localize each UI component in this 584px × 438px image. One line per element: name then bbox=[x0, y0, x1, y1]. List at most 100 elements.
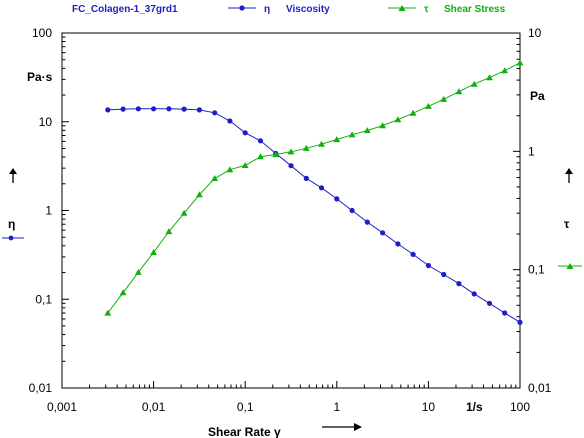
y-left-tick-label: 0,01 bbox=[29, 381, 53, 395]
viscosity-point bbox=[502, 310, 508, 316]
viscosity-point bbox=[105, 107, 111, 113]
x-tick-label: 10 bbox=[422, 400, 436, 414]
x-tick-label: 1 bbox=[333, 400, 340, 414]
shear-stress-point bbox=[425, 102, 432, 109]
y-right-axis-indicator: τ bbox=[558, 168, 582, 269]
viscosity-point bbox=[227, 118, 233, 124]
y-left-series-marker bbox=[8, 235, 14, 241]
shear-stress-point bbox=[363, 127, 371, 134]
y-left-tick-label: 10 bbox=[39, 115, 53, 129]
viscosity-point bbox=[166, 106, 172, 112]
x-tick-label: 100 bbox=[510, 400, 530, 414]
x-axis-label: Shear Rate γ bbox=[208, 425, 281, 438]
legend-stress-symbol: τ bbox=[424, 4, 429, 15]
viscosity-point bbox=[181, 106, 187, 112]
viscosity-line bbox=[107, 108, 521, 323]
viscosity-point bbox=[471, 291, 477, 297]
viscosity-point bbox=[242, 130, 248, 136]
shear-stress-line bbox=[107, 62, 521, 314]
shear-stress-point bbox=[241, 162, 249, 168]
viscosity-point bbox=[517, 319, 523, 325]
x-axis-ticks: 0,001 0,01 0,1 1 10 100 bbox=[47, 381, 530, 414]
shear-stress-point bbox=[211, 175, 219, 181]
y-left-tick-label: 100 bbox=[32, 26, 52, 40]
legend-sample-name: FC_Colagen-1_37grd1 bbox=[72, 4, 178, 15]
viscosity-point bbox=[151, 106, 157, 112]
y-right-axis-symbol: τ bbox=[564, 217, 570, 231]
viscosity-point bbox=[364, 219, 370, 225]
series-viscosity bbox=[105, 106, 523, 325]
shear-stress-point bbox=[302, 144, 310, 151]
series-shear-stress bbox=[104, 59, 524, 316]
legend-viscosity-symbol: η bbox=[264, 4, 270, 15]
shear-stress-point bbox=[119, 289, 127, 296]
legend-viscosity-marker bbox=[239, 5, 245, 11]
y-right-series-marker bbox=[566, 263, 574, 269]
shear-stress-point bbox=[180, 209, 188, 216]
y-left-tick-label: 0,1 bbox=[35, 292, 52, 306]
legend-stress: τ Shear Stress bbox=[388, 4, 506, 15]
viscosity-point bbox=[318, 185, 325, 191]
y-right-tick-label: 1 bbox=[528, 144, 535, 158]
y-left-axis-ticks: 0,01 0,1 1 10 100 bbox=[29, 26, 69, 395]
legend: FC_Colagen-1_37grd1 η Viscosity τ Shear … bbox=[72, 4, 506, 15]
y-right-unit: Pa bbox=[530, 89, 545, 103]
x-tick-label: 0,1 bbox=[237, 400, 254, 414]
x-axis-indicator: Shear Rate γ bbox=[208, 423, 362, 438]
y-left-axis-symbol: η bbox=[8, 217, 15, 231]
shear-stress-point bbox=[516, 59, 524, 66]
y-left-axis-indicator: η bbox=[2, 168, 24, 241]
viscosity-point bbox=[425, 262, 431, 269]
y-right-axis-ticks: 0,01 0,1 1 10 bbox=[513, 26, 552, 395]
viscosity-point bbox=[212, 110, 218, 116]
shear-stress-point bbox=[165, 228, 173, 235]
y-right-tick-label: 10 bbox=[528, 26, 542, 40]
viscosity-point bbox=[410, 251, 416, 257]
viscosity-point bbox=[135, 106, 141, 112]
x-axis-unit: 1/s bbox=[466, 400, 483, 414]
viscosity-point bbox=[303, 175, 309, 181]
viscosity-point bbox=[349, 207, 355, 214]
shear-stress-point bbox=[379, 122, 386, 129]
shear-stress-point bbox=[318, 140, 325, 147]
y-right-arrow-up-icon bbox=[565, 168, 573, 174]
shear-stress-point bbox=[272, 151, 280, 158]
legend-viscosity: η Viscosity bbox=[228, 4, 330, 15]
shear-stress-point bbox=[287, 148, 295, 155]
y-right-tick-label: 0,01 bbox=[528, 381, 552, 395]
viscosity-point bbox=[257, 138, 264, 144]
viscosity-point bbox=[196, 107, 202, 113]
shear-stress-point bbox=[257, 153, 264, 160]
viscosity-point bbox=[395, 241, 401, 247]
shear-stress-point bbox=[348, 131, 356, 138]
shear-stress-point bbox=[486, 74, 493, 81]
viscosity-point bbox=[441, 271, 447, 278]
shear-stress-point bbox=[333, 136, 341, 143]
viscosity-point bbox=[334, 196, 340, 202]
shear-stress-point bbox=[226, 166, 234, 173]
viscosity-point bbox=[288, 163, 294, 169]
shear-stress-point bbox=[196, 191, 203, 198]
shear-stress-point bbox=[501, 67, 509, 74]
y-right-tick-label: 0,1 bbox=[528, 263, 545, 277]
shear-stress-point bbox=[409, 109, 417, 116]
legend-stress-label: Shear Stress bbox=[444, 4, 506, 15]
x-tick-label: 0,01 bbox=[142, 400, 166, 414]
shear-stress-point bbox=[440, 95, 448, 102]
plot-frame bbox=[61, 32, 521, 389]
shear-stress-point bbox=[134, 268, 142, 275]
legend-viscosity-label: Viscosity bbox=[286, 4, 330, 15]
shear-stress-point bbox=[394, 116, 402, 123]
x-tick-label: 0,001 bbox=[47, 400, 77, 414]
shear-stress-point bbox=[150, 249, 157, 255]
viscosity-point bbox=[120, 106, 126, 112]
viscosity-point bbox=[380, 230, 386, 236]
y-left-unit: Pa·s bbox=[27, 70, 53, 84]
viscosity-point bbox=[456, 281, 462, 287]
x-arrow-right-icon bbox=[354, 423, 362, 431]
shear-stress-point bbox=[104, 309, 112, 316]
legend-stress-marker bbox=[398, 5, 406, 11]
y-left-tick-label: 1 bbox=[45, 204, 52, 218]
shear-stress-point bbox=[455, 88, 463, 95]
